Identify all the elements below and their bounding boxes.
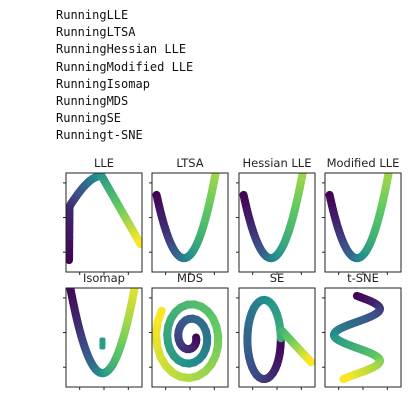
console-line: RunningSE <box>56 111 122 126</box>
console-line: RunningModified LLE <box>56 59 194 74</box>
embedding-curve <box>239 173 307 263</box>
subplot-ticks <box>236 297 302 390</box>
console-line: RunningLTSA <box>56 25 136 40</box>
subplot-panel: LLE <box>63 156 143 275</box>
subplot-title: SE <box>270 271 285 285</box>
console-line: RunningIsomap <box>56 76 150 91</box>
console-line: RunningLLE <box>56 8 129 22</box>
subplot-ticks <box>322 182 388 275</box>
subplot-title: Hessian LLE <box>243 156 312 170</box>
console-output: RunningLLE RunningLTSA RunningHessian LL… <box>56 7 193 145</box>
subplot-ticks <box>322 297 388 390</box>
subplot-panel: LTSA <box>149 156 229 275</box>
embedding-curve <box>152 300 223 383</box>
subplot-title: t-SNE <box>347 271 379 285</box>
console-line: RunningMDS <box>56 93 129 108</box>
subplot-panel: Hessian LLE <box>236 156 316 275</box>
embedding-curve <box>325 173 393 263</box>
subplot-ticks <box>149 182 215 275</box>
subplot-title: Isomap <box>83 271 125 285</box>
subplot-panel: SE <box>236 271 316 390</box>
subplot-ticks <box>236 182 302 275</box>
console-line: Runningt-SNE <box>56 128 143 143</box>
subplot-title: LLE <box>94 156 114 170</box>
console-line: RunningHessian LLE <box>56 42 187 57</box>
subplot-panel: Isomap <box>63 271 143 390</box>
subplot-ticks <box>63 182 129 275</box>
subplot-ticks <box>63 297 129 390</box>
subplot-ticks <box>149 297 215 390</box>
subplot-panel: Modified LLE <box>322 156 402 275</box>
embedding-curve <box>66 288 139 378</box>
embedding-curve <box>329 291 384 384</box>
subplot-title: Modified LLE <box>327 156 400 170</box>
embedding-curve <box>152 173 220 263</box>
embedding-curve <box>243 295 315 384</box>
subplot-panel: MDS <box>149 271 229 390</box>
subplot-title: LTSA <box>176 156 203 170</box>
subplot-panel: t-SNE <box>322 271 402 390</box>
embedding-curve <box>66 173 142 265</box>
embedding-cluster <box>99 337 106 350</box>
subplot-title: MDS <box>177 271 203 285</box>
